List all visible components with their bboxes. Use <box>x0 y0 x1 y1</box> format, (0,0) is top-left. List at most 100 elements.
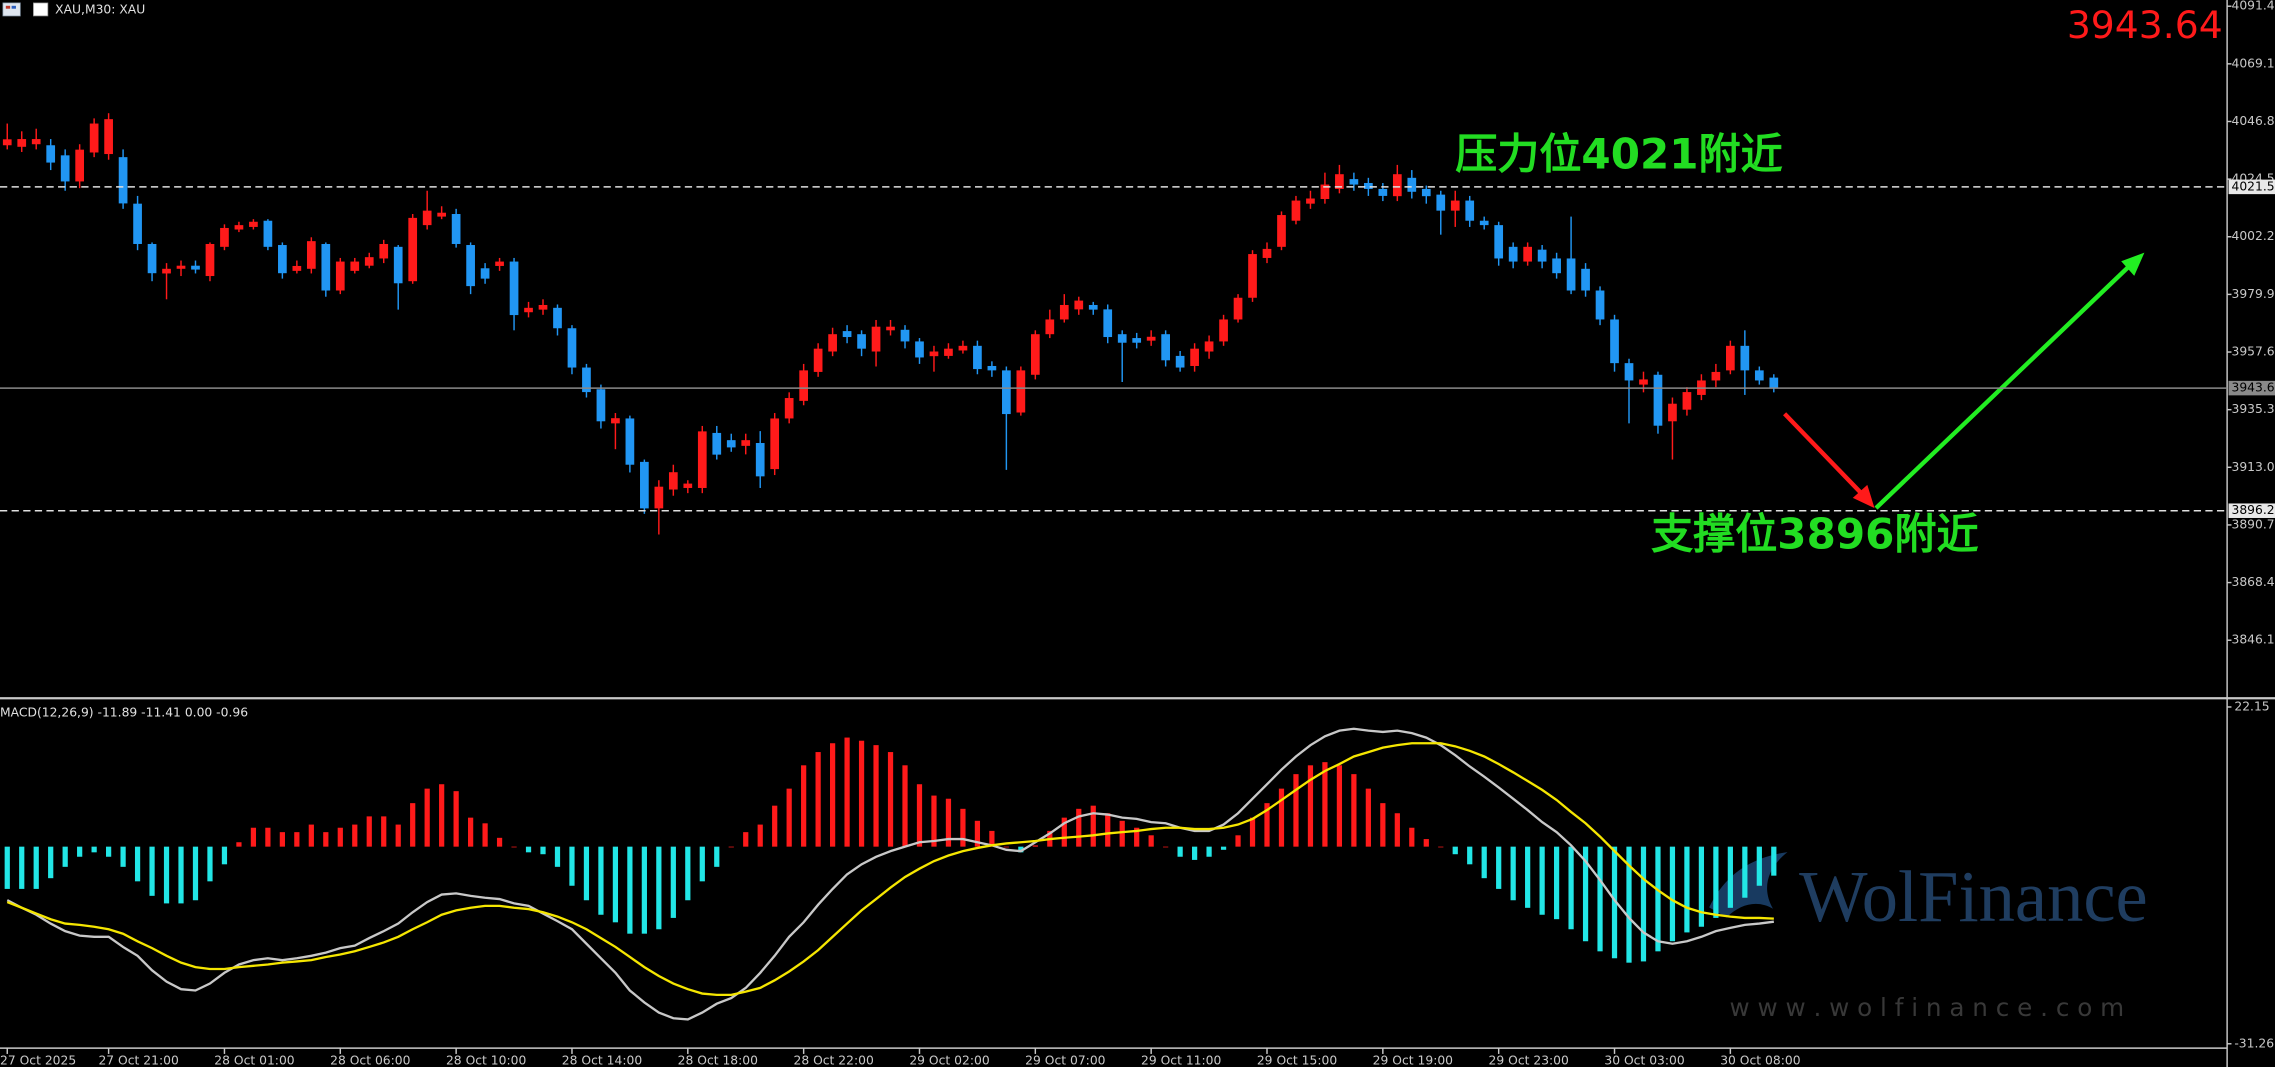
histogram-bar <box>1191 846 1198 860</box>
histogram-bar <box>482 823 488 847</box>
candle-body <box>1117 334 1127 343</box>
histogram-bar <box>279 832 285 847</box>
histogram-bar <box>1423 839 1429 847</box>
annotation: 压力位4021附近 <box>1455 129 1782 178</box>
histogram-bar <box>858 740 865 847</box>
histogram-bar <box>294 832 300 847</box>
x-tick-label: 29 Oct 23:00 <box>1489 1054 1570 1067</box>
histogram-bar <box>1655 846 1661 952</box>
candle-body <box>1566 258 1576 291</box>
histogram-bar <box>1307 765 1314 847</box>
candle-body <box>31 139 41 145</box>
histogram-bar <box>352 824 358 847</box>
candle-body <box>46 145 56 163</box>
candle-body <box>1204 341 1214 352</box>
arrows <box>1783 252 2145 510</box>
candle-body <box>1161 334 1170 361</box>
candle-body <box>755 443 765 477</box>
histogram-bar <box>1553 846 1560 920</box>
x-tick-label: 29 Oct 02:00 <box>909 1054 990 1067</box>
candle-body <box>495 261 504 266</box>
x-tick-label: 28 Oct 10:00 <box>446 1054 527 1067</box>
candle-body <box>987 365 997 371</box>
histogram-bar <box>887 752 894 847</box>
histogram-bar <box>250 827 257 847</box>
candle-body <box>871 326 881 352</box>
candle-body <box>1407 177 1417 192</box>
histogram-bar <box>1018 846 1024 853</box>
histogram-bar <box>1684 846 1690 933</box>
histogram-bar <box>33 846 39 889</box>
candle-body <box>596 389 606 422</box>
candle-body <box>17 139 27 147</box>
candle-body <box>379 243 389 259</box>
histogram-bar <box>91 846 97 853</box>
histogram-bar <box>207 846 213 882</box>
y-tick-label: 3890.70 <box>2231 517 2275 531</box>
histogram-bar <box>1640 846 1647 962</box>
histogram-bar <box>1105 813 1111 847</box>
histogram-bar <box>149 846 155 896</box>
watermark-brand: WolFinance <box>1799 856 2148 937</box>
watermark-url: w w w . w o l f i n a n c e . c o m <box>1729 993 2124 1022</box>
candle-body <box>1436 194 1446 211</box>
histogram-bar <box>699 846 705 882</box>
y-tick-label: 3957.60 <box>2231 345 2275 359</box>
histogram-bar <box>916 784 923 847</box>
candle-body <box>1523 246 1532 262</box>
candle-body <box>1450 200 1460 211</box>
histogram-bar <box>1756 846 1762 886</box>
price-level-label: 3896.20 <box>2231 503 2275 517</box>
x-tick-label: 28 Oct 22:00 <box>793 1054 874 1067</box>
histogram-bar <box>786 788 792 847</box>
y-tick-label: 22.15 <box>2234 699 2269 713</box>
histogram-bar <box>641 846 647 934</box>
candle-body <box>1668 403 1677 422</box>
candle-body <box>2 139 12 146</box>
candles <box>2 113 1779 535</box>
histogram-bar <box>1119 820 1125 847</box>
histogram-bar <box>960 808 966 847</box>
y-tick-label: 4046.80 <box>2231 114 2275 128</box>
candle-body <box>958 345 968 351</box>
y-tick-label: 3913.00 <box>2231 460 2275 474</box>
histogram-bar <box>627 846 633 934</box>
candle-body <box>712 432 722 455</box>
histogram-bar <box>1090 805 1096 847</box>
candle-body <box>1016 370 1026 413</box>
bid-price: 3943.64 <box>2067 3 2223 47</box>
histogram-bar <box>1438 846 1444 848</box>
histogram-bar <box>554 846 561 867</box>
histogram-bar <box>1394 813 1400 847</box>
candle-body <box>915 341 924 358</box>
x-tick-label: 28 Oct 18:00 <box>678 1054 759 1067</box>
candle-body <box>524 307 533 313</box>
candle-body <box>292 265 302 271</box>
candle-body <box>1421 188 1431 197</box>
candle-body <box>654 486 664 509</box>
x-tick-label: 28 Oct 14:00 <box>562 1054 643 1067</box>
up-arrow-head <box>2121 252 2145 276</box>
histogram-bar <box>714 846 720 867</box>
histogram-bar <box>1713 846 1719 918</box>
x-tick-label: 29 Oct 07:00 <box>1025 1054 1106 1067</box>
histogram-bar <box>1003 846 1009 848</box>
candle-body <box>567 328 577 368</box>
candle-body <box>422 210 432 226</box>
candle-body <box>929 351 939 357</box>
candle-body <box>1552 258 1561 274</box>
histogram-bar <box>439 784 445 847</box>
candle-body <box>1306 198 1315 204</box>
histogram-bar <box>1467 846 1473 865</box>
candle-body <box>726 440 736 448</box>
candle-body <box>1132 338 1142 343</box>
histogram-bar <box>4 846 10 889</box>
candle-body <box>263 220 273 247</box>
candle-body <box>886 326 895 331</box>
y-tick-label: 4091.40 <box>2231 0 2275 13</box>
candle-body <box>770 418 780 470</box>
histogram-bar <box>829 743 836 847</box>
histogram-bar <box>1698 846 1705 927</box>
